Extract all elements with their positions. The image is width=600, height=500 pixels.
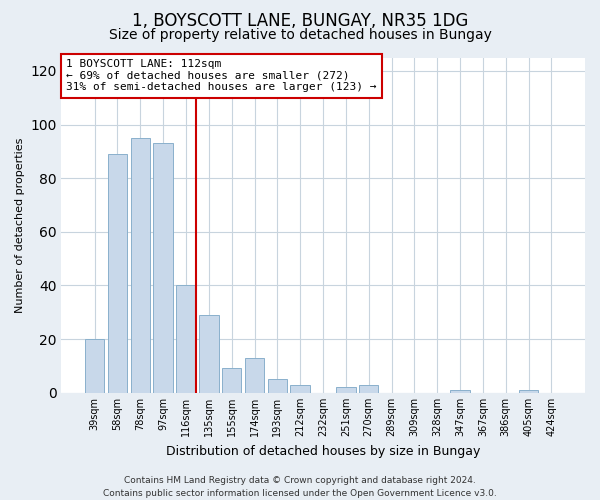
Text: 1, BOYSCOTT LANE, BUNGAY, NR35 1DG: 1, BOYSCOTT LANE, BUNGAY, NR35 1DG <box>132 12 468 30</box>
Bar <box>451 390 470 392</box>
Bar <box>222 368 241 392</box>
Bar <box>199 315 218 392</box>
Text: Size of property relative to detached houses in Bungay: Size of property relative to detached ho… <box>109 28 491 42</box>
Text: 1 BOYSCOTT LANE: 112sqm
← 69% of detached houses are smaller (272)
31% of semi-d: 1 BOYSCOTT LANE: 112sqm ← 69% of detache… <box>67 59 377 92</box>
Text: Contains HM Land Registry data © Crown copyright and database right 2024.
Contai: Contains HM Land Registry data © Crown c… <box>103 476 497 498</box>
Bar <box>359 384 379 392</box>
Bar <box>154 144 173 392</box>
Bar <box>290 384 310 392</box>
Bar <box>108 154 127 392</box>
Y-axis label: Number of detached properties: Number of detached properties <box>15 138 25 313</box>
Bar <box>268 379 287 392</box>
Bar <box>85 339 104 392</box>
Bar <box>336 388 356 392</box>
Bar <box>519 390 538 392</box>
Bar <box>176 286 196 393</box>
Bar <box>245 358 264 392</box>
X-axis label: Distribution of detached houses by size in Bungay: Distribution of detached houses by size … <box>166 444 480 458</box>
Bar <box>131 138 150 392</box>
